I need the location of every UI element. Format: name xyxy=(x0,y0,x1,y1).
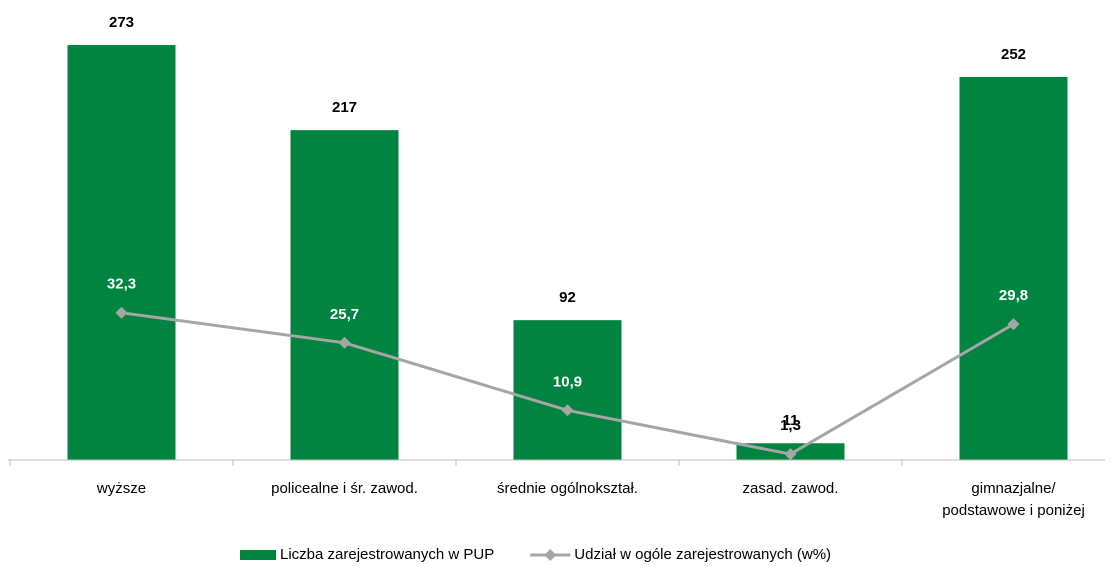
legend-marker xyxy=(544,549,557,561)
line-marker xyxy=(561,404,574,417)
legend-label: Udział w ogóle zarejestrowanych (w%) xyxy=(574,546,831,563)
x-tick-label: zasad. zawod. xyxy=(742,480,839,497)
x-tick-label: wyższe xyxy=(96,480,147,497)
line-value-label: 25,7 xyxy=(330,306,359,323)
bar xyxy=(959,76,1068,461)
line-value-label: 10,9 xyxy=(553,373,582,390)
bar xyxy=(67,45,176,460)
bar-value-label: 11 xyxy=(783,412,799,429)
line-value-label: 32,3 xyxy=(107,276,136,293)
bar-value-label: 217 xyxy=(332,99,357,116)
bar-value-label: 273 xyxy=(109,14,134,31)
bar xyxy=(290,130,399,460)
legend-label: Liczba zarejestrowanych w PUP xyxy=(280,546,494,563)
line-marker xyxy=(784,448,797,461)
bar-value-label: 252 xyxy=(1001,46,1026,63)
line-marker xyxy=(1007,318,1020,331)
line-value-label: 1,3 xyxy=(780,417,801,434)
x-tick-label: gimnazjalne/ podstawowe i poniżej xyxy=(942,480,1085,519)
line-value-label: 29,8 xyxy=(999,287,1028,304)
bar xyxy=(513,320,622,460)
line-marker xyxy=(338,336,351,349)
x-tick-label: średnie ogólnokształ. xyxy=(497,480,638,497)
line-marker xyxy=(115,306,128,319)
legend-swatch xyxy=(240,550,276,560)
x-tick-label: policealne i śr. zawod. xyxy=(271,480,418,497)
bar-value-label: 92 xyxy=(559,289,576,306)
